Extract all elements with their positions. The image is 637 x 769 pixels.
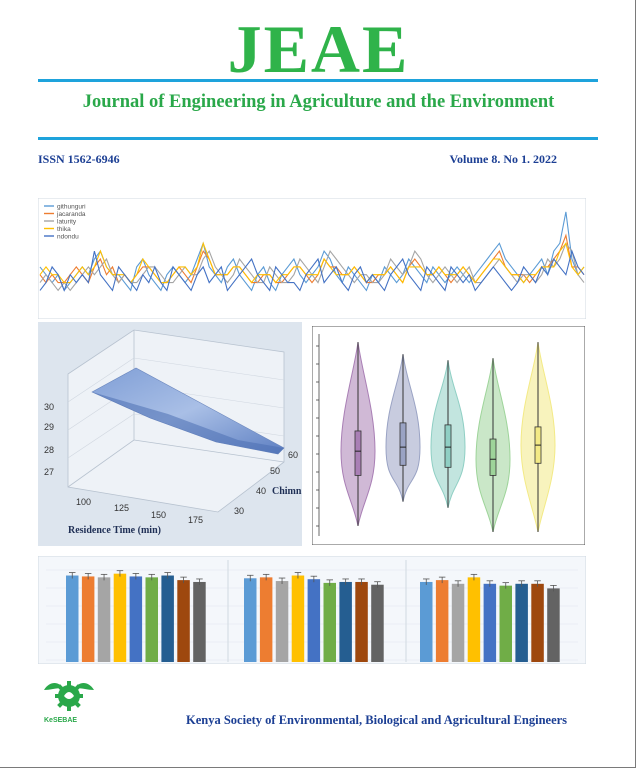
- bar-g1-1: [66, 575, 79, 662]
- x-tick-100: 100: [76, 497, 91, 507]
- legend-label-githunguri: githunguri: [57, 204, 86, 211]
- violin-chart: [312, 326, 585, 545]
- society-name: Kenya Society of Environmental, Biologic…: [186, 713, 568, 727]
- z-tick-28: 28: [44, 445, 54, 455]
- z-tick-30: 30: [44, 402, 54, 412]
- bar-g2-7: [339, 581, 352, 662]
- bar-g1-4: [113, 573, 127, 662]
- top-rule: [38, 79, 598, 82]
- bar-g3-8: [531, 583, 544, 662]
- x-tick-150: 150: [151, 510, 166, 520]
- bar-g2-2: [259, 577, 273, 662]
- bar-g1-6: [145, 577, 158, 662]
- legend-label-thika: thika: [57, 226, 71, 233]
- bar-g1-8: [177, 580, 190, 662]
- volume-label: Volume 8. No 1. 2022: [449, 152, 557, 166]
- line-series-ndondu: [39, 249, 585, 292]
- society-logo: [44, 681, 94, 711]
- x-tick-125: 125: [114, 503, 129, 513]
- legend-label-ndondu: ndondu: [57, 234, 79, 241]
- bar-g1-9: [193, 581, 206, 662]
- y-tick-50: 50: [270, 466, 280, 476]
- bar-g2-4: [291, 575, 305, 662]
- bar-g3-4: [467, 577, 481, 662]
- bar-g2-6: [323, 582, 336, 662]
- surface-xlabel: Residence Time (min): [68, 525, 161, 536]
- bar-chart: [38, 556, 586, 664]
- legend-label-jacaranda: jacaranda: [56, 211, 86, 218]
- bar-g1-7: [161, 575, 174, 662]
- surface-ylabel: Chimn: [272, 486, 302, 497]
- bar-g2-3: [275, 581, 289, 662]
- y-tick-40: 40: [256, 486, 266, 496]
- logo-wordmark: KeSEBAE: [44, 717, 78, 724]
- bar-g2-5: [307, 579, 321, 662]
- bar-g3-1: [420, 581, 433, 662]
- journal-title: Journal of Engineering in Agriculture an…: [82, 92, 555, 112]
- z-tick-27: 27: [44, 467, 54, 477]
- bar-g1-5: [129, 576, 143, 662]
- issn-label: ISSN 1562-6946: [38, 152, 120, 166]
- masthead-title: JEAE: [227, 11, 410, 87]
- bottom-rule: [38, 137, 598, 140]
- bar-g3-7: [515, 583, 528, 662]
- violin-box-3: [444, 424, 452, 468]
- x-tick-175: 175: [188, 515, 203, 525]
- bar-g3-3: [451, 583, 465, 662]
- y-tick-30: 30: [234, 506, 244, 516]
- bar-g3-5: [483, 583, 497, 662]
- violin-box-1: [354, 430, 362, 476]
- z-tick-29: 29: [44, 422, 54, 432]
- bar-g3-9: [547, 588, 560, 662]
- violin-box-2: [399, 422, 407, 466]
- bar-g1-3: [97, 577, 111, 662]
- violin-box-4: [489, 438, 497, 476]
- y-tick-60: 60: [288, 450, 298, 460]
- legend-label-laturity: laturity: [57, 219, 77, 226]
- bar-g3-2: [435, 580, 449, 662]
- bar-g2-1: [244, 578, 257, 662]
- bar-g2-8: [355, 581, 368, 662]
- surface-chart: 30 29 28 27 100 125 150 175 30 40 50 60 …: [38, 322, 302, 546]
- bar-g1-2: [81, 576, 95, 662]
- bar-g2-9: [371, 584, 384, 662]
- bar-g3-6: [499, 585, 512, 662]
